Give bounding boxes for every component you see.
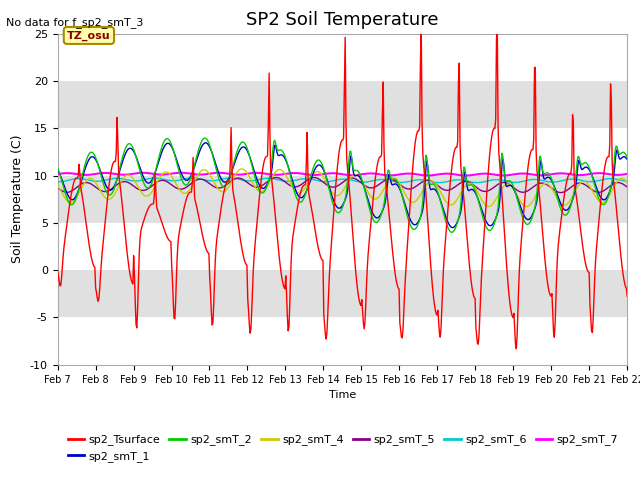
- Bar: [58, 128, 627, 176]
- Bar: [58, 34, 627, 81]
- Text: No data for f_sp2_smT_3: No data for f_sp2_smT_3: [6, 17, 144, 28]
- Bar: [58, 81, 627, 128]
- Bar: [58, 176, 627, 223]
- Legend: sp2_Tsurface, sp2_smT_1, sp2_smT_2, sp2_smT_4, sp2_smT_5, sp2_smT_6, sp2_smT_7: sp2_Tsurface, sp2_smT_1, sp2_smT_2, sp2_…: [63, 430, 623, 466]
- X-axis label: Time: Time: [329, 390, 356, 400]
- Title: SP2 Soil Temperature: SP2 Soil Temperature: [246, 11, 438, 29]
- Bar: [58, 223, 627, 270]
- Bar: [58, 270, 627, 317]
- Bar: [58, 317, 627, 365]
- Y-axis label: Soil Temperature (C): Soil Temperature (C): [12, 135, 24, 264]
- Text: TZ_osu: TZ_osu: [67, 30, 111, 41]
